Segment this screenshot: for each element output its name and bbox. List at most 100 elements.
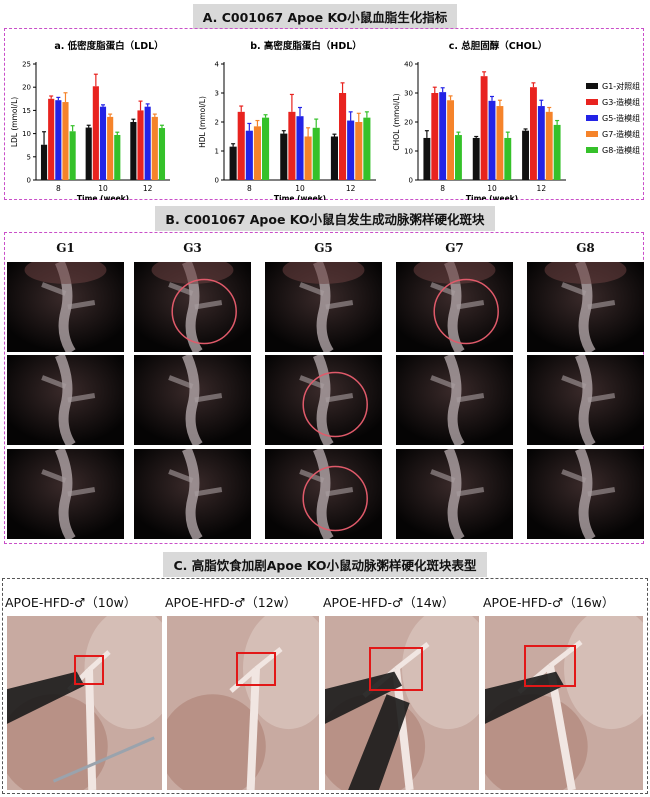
dissection-photo bbox=[325, 616, 479, 790]
bar bbox=[522, 130, 529, 180]
hfd-label: APOE-HFD-♂（10w） bbox=[5, 595, 137, 610]
legend-label: G7-造模组 bbox=[602, 129, 640, 139]
bar bbox=[151, 116, 158, 180]
aorta-photo bbox=[265, 262, 382, 352]
aorta-photo bbox=[396, 355, 513, 445]
x-tick-label: 12 bbox=[537, 184, 547, 193]
y-tick-label: 25 bbox=[22, 61, 31, 69]
section-c-title: C. 高脂饮食加剧Apoe KO小鼠动脉粥样硬化斑块表型 bbox=[163, 552, 487, 577]
chart-title: a. 低密度脂蛋白（LDL） bbox=[54, 40, 163, 52]
legend-swatch bbox=[586, 115, 598, 121]
region-box bbox=[236, 652, 276, 686]
aorta-photo bbox=[527, 355, 644, 445]
legend-swatch bbox=[586, 131, 598, 137]
bar bbox=[92, 86, 99, 180]
bar bbox=[62, 102, 69, 180]
hfd-label: APOE-HFD-♂（16w） bbox=[483, 595, 615, 610]
bar bbox=[144, 106, 151, 180]
bar bbox=[455, 135, 462, 180]
x-axis-label: Time (week) bbox=[466, 194, 518, 200]
bar bbox=[347, 120, 355, 180]
y-tick-label: 40 bbox=[404, 61, 413, 69]
bar bbox=[107, 116, 114, 180]
bar bbox=[423, 137, 431, 180]
bar bbox=[99, 106, 107, 180]
group-label: G7 bbox=[445, 241, 464, 255]
aorta-photo bbox=[396, 262, 513, 352]
aorta-photo bbox=[265, 449, 382, 539]
bar bbox=[545, 111, 553, 180]
section-c-title-wrap: C. 高脂饮食加剧Apoe KO小鼠动脉粥样硬化斑块表型 bbox=[0, 552, 650, 577]
group-label: G3 bbox=[183, 241, 202, 255]
hfd-label: APOE-HFD-♂（14w） bbox=[323, 595, 455, 610]
legend-label: G3-造模组 bbox=[602, 97, 640, 107]
plaque-circle bbox=[302, 465, 368, 532]
bar bbox=[363, 117, 371, 180]
bar bbox=[304, 136, 312, 180]
legend-swatch bbox=[586, 147, 598, 153]
x-tick-label: 10 bbox=[98, 184, 108, 193]
group-label: G1 bbox=[56, 241, 75, 255]
y-axis-label: LDL (mmol/L) bbox=[10, 97, 19, 147]
bar bbox=[439, 92, 447, 180]
bar bbox=[496, 106, 504, 180]
y-tick-label: 20 bbox=[404, 119, 413, 127]
section-b-title-wrap: B. C001067 Apoe KO小鼠自发生成动脉粥样硬化斑块 bbox=[0, 206, 650, 231]
bar bbox=[137, 110, 144, 180]
dissection-photo bbox=[167, 616, 319, 790]
bar bbox=[480, 76, 488, 180]
aorta-photo bbox=[265, 355, 382, 445]
aorta-photo bbox=[134, 449, 251, 539]
x-axis-label: Time (week) bbox=[274, 194, 326, 200]
section-a-title-wrap: A. C001067 Apoe KO小鼠血脂生化指标 bbox=[0, 4, 650, 29]
bar bbox=[48, 98, 55, 180]
bar bbox=[280, 133, 288, 180]
y-tick-label: 5 bbox=[27, 153, 31, 161]
bar bbox=[229, 146, 237, 180]
x-tick-label: 8 bbox=[56, 184, 61, 193]
plaque-circle bbox=[302, 371, 368, 438]
bar bbox=[261, 117, 270, 180]
bar bbox=[85, 127, 92, 180]
y-tick-label: 0 bbox=[215, 177, 219, 185]
x-tick-label: 10 bbox=[295, 184, 305, 193]
x-tick-label: 12 bbox=[346, 184, 356, 193]
y-axis-label: CHOL (mmol/L) bbox=[392, 93, 401, 150]
y-tick-label: 10 bbox=[22, 130, 31, 138]
bar bbox=[537, 106, 545, 180]
bar bbox=[288, 111, 296, 180]
y-tick-label: 1 bbox=[215, 148, 219, 156]
bar bbox=[55, 100, 62, 180]
region-box bbox=[524, 645, 576, 687]
y-tick-label: 20 bbox=[22, 84, 31, 92]
x-tick-label: 8 bbox=[440, 184, 445, 193]
aorta-photo bbox=[7, 355, 124, 445]
section-b-title: B. C001067 Apoe KO小鼠自发生成动脉粥样硬化斑块 bbox=[155, 206, 495, 231]
legend-label: G5-造模组 bbox=[602, 113, 640, 123]
bar bbox=[312, 127, 320, 180]
group-label: G8 bbox=[576, 241, 595, 255]
chart-title: b. 高密度脂蛋白（HDL） bbox=[250, 40, 362, 52]
aorta-photo bbox=[134, 355, 251, 445]
bar bbox=[447, 100, 455, 180]
bar bbox=[529, 87, 537, 180]
y-tick-label: 0 bbox=[27, 177, 31, 185]
x-tick-label: 10 bbox=[487, 184, 497, 193]
aorta-photo bbox=[396, 449, 513, 539]
bar bbox=[245, 130, 253, 180]
x-axis-label: Time (week) bbox=[77, 194, 129, 200]
y-tick-label: 15 bbox=[22, 107, 31, 115]
bar bbox=[488, 100, 496, 180]
legend-swatch bbox=[586, 99, 598, 105]
plaque-circle bbox=[171, 278, 237, 345]
y-tick-label: 3 bbox=[215, 90, 219, 98]
panel-c bbox=[2, 578, 648, 794]
y-tick-label: 2 bbox=[215, 119, 219, 127]
x-tick-label: 8 bbox=[247, 184, 252, 193]
bar bbox=[237, 111, 245, 180]
aorta-photo bbox=[7, 449, 124, 539]
y-axis-label: HDL (mmol/L) bbox=[198, 96, 207, 148]
group-label: G5 bbox=[314, 241, 333, 255]
region-box bbox=[74, 655, 104, 685]
